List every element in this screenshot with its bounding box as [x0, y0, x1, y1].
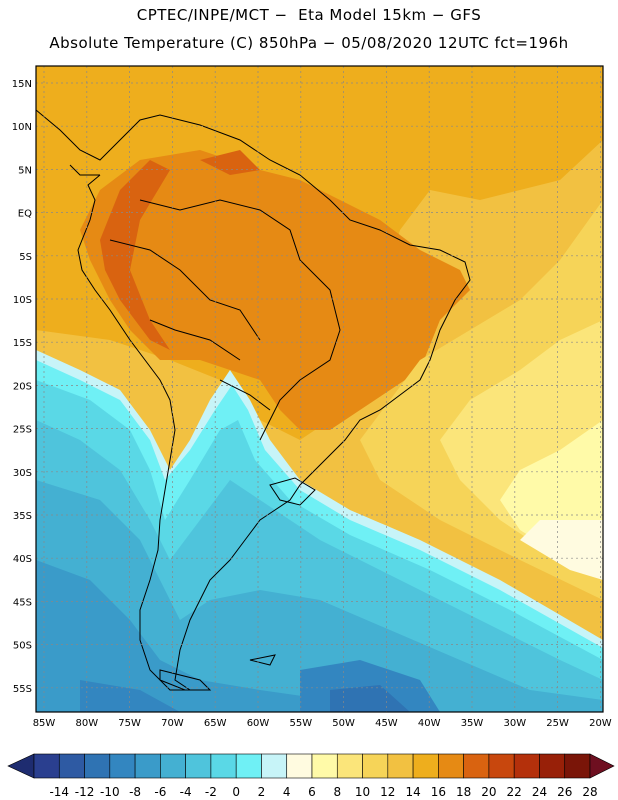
colorbar-label: 0 — [232, 785, 240, 799]
lat-label: 45S — [13, 597, 32, 608]
colorbar-label: 14 — [405, 785, 420, 799]
colorbar-over-arrow — [589, 753, 615, 779]
lon-label: 45W — [375, 718, 398, 729]
colorbar-swatch — [58, 753, 85, 779]
lon-label: 85W — [33, 718, 56, 729]
lat-label: 35S — [13, 511, 32, 522]
colorbar-label: -8 — [129, 785, 141, 799]
colorbar-swatch — [564, 753, 591, 779]
lat-label: 15S — [13, 338, 32, 349]
colorbar-label: 18 — [456, 785, 471, 799]
lat-label: 50S — [13, 641, 32, 652]
colorbar-label: -14 — [49, 785, 69, 799]
colorbar-label: 20 — [481, 785, 496, 799]
colorbar-swatch — [488, 753, 515, 779]
colorbar-label: -2 — [205, 785, 217, 799]
lon-label: 20W — [589, 718, 612, 729]
lon-label: 30W — [503, 718, 526, 729]
lon-label: 70W — [161, 718, 184, 729]
colorbar-label: -12 — [75, 785, 95, 799]
lat-label: 55S — [13, 684, 32, 695]
colorbar-label: 10 — [355, 785, 370, 799]
lat-label: EQ — [18, 209, 32, 220]
colorbar-swatch — [33, 753, 60, 779]
colorbar-swatch — [134, 753, 161, 779]
lat-label: 5S — [19, 252, 32, 263]
colorbar-label: 24 — [532, 785, 547, 799]
lat-label: 5N — [18, 165, 32, 176]
colorbar-label: 8 — [333, 785, 341, 799]
colorbar-label: -6 — [154, 785, 166, 799]
colorbar-label: 6 — [308, 785, 316, 799]
lon-label: 75W — [118, 718, 141, 729]
colorbar-label: -4 — [180, 785, 192, 799]
colorbar-swatch — [160, 753, 186, 779]
colorbar-swatch — [412, 753, 439, 779]
lon-label: 50W — [332, 718, 355, 729]
lon-label: 60W — [247, 718, 270, 729]
lat-label: 10S — [13, 295, 32, 306]
colorbar-label: 22 — [507, 785, 522, 799]
lat-label: 10N — [12, 122, 32, 133]
colorbar-swatch — [463, 753, 490, 779]
colorbar-swatch — [261, 753, 288, 779]
colorbar-swatch — [286, 753, 313, 779]
lat-label: 25S — [13, 425, 32, 436]
colorbar-swatch — [362, 753, 389, 779]
lon-label: 35W — [461, 718, 484, 729]
lat-label: 40S — [13, 554, 32, 565]
colorbar-swatch — [438, 753, 464, 779]
lon-label: 65W — [204, 718, 227, 729]
chart-title-line1: CPTEC/INPE/MCT − Eta Model 15km − GFS — [136, 6, 482, 24]
colorbar-label: 12 — [380, 785, 395, 799]
lon-label: 40W — [418, 718, 441, 729]
colorbar-swatch — [539, 753, 566, 779]
colorbar-swatch — [513, 753, 540, 779]
colorbar-swatch — [387, 753, 414, 779]
colorbar-swatch — [84, 753, 111, 779]
lat-label: 30S — [13, 468, 32, 479]
colorbar-under-arrow — [7, 753, 35, 779]
chart-title-line2: Absolute Temperature (C) 850hPa − 05/08/… — [49, 34, 569, 52]
colorbar: -14 -12 -10 -8 -6 -4 -2 0 2 4 6 8 10 12 14 16 18 20 22 24 26… — [7, 753, 615, 799]
lat-label: 20S — [13, 381, 32, 392]
colorbar-swatch — [336, 753, 363, 779]
colorbar-label: 2 — [258, 785, 266, 799]
colorbar-label: 4 — [283, 785, 291, 799]
colorbar-swatch — [311, 753, 338, 779]
colorbar-label: 26 — [557, 785, 572, 799]
lon-label: 25W — [546, 718, 569, 729]
colorbar-label: 28 — [582, 785, 597, 799]
colorbar-label: 16 — [431, 785, 446, 799]
colorbar-label: -10 — [100, 785, 120, 799]
longitude-labels: 85W 80W 75W 70W 65W 60W 55W 50W 45W 40W 35W 30W 25W 2… — [33, 718, 612, 729]
lat-label: 15N — [12, 79, 32, 90]
colorbar-swatch — [109, 753, 136, 779]
colorbar-swatch — [185, 753, 212, 779]
lon-label: 55W — [289, 718, 312, 729]
colorbar-swatch — [235, 753, 262, 779]
temperature-field — [36, 66, 603, 712]
latitude-labels: 15N 10N 5N EQ 5S 10S 15S 20S 25S 30S 35S 40S 45S 50S 5… — [12, 79, 32, 695]
lon-label: 80W — [75, 718, 98, 729]
colorbar-swatch — [210, 753, 237, 779]
map-frame — [35, 65, 604, 713]
